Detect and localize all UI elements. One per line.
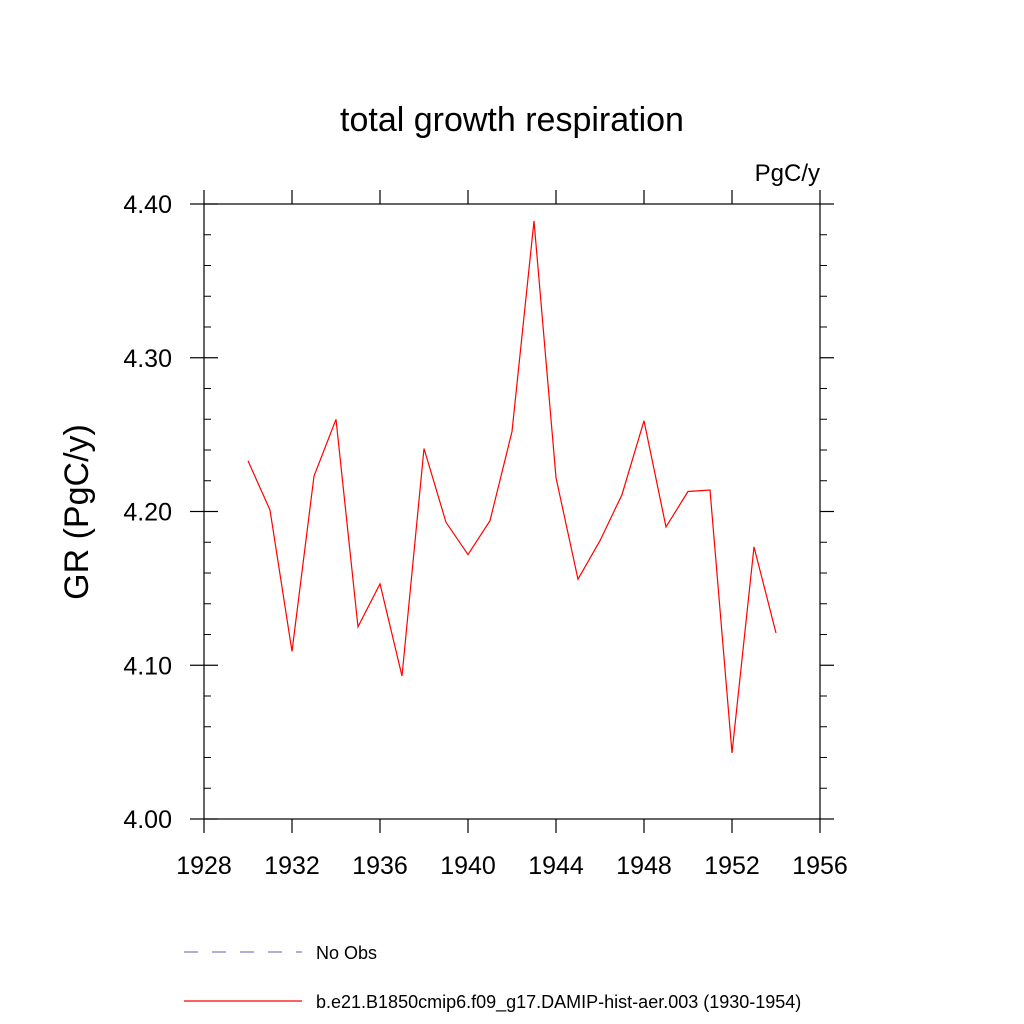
- x-tick-label: 1932: [264, 852, 320, 880]
- x-tick-label: 1948: [616, 852, 672, 880]
- x-tick-label: 1940: [440, 852, 496, 880]
- y-tick-label: 4.20: [123, 499, 172, 527]
- y-tick-label: 4.30: [123, 345, 172, 373]
- chart-title: total growth respiration: [340, 101, 684, 139]
- plot-frame: [203, 203, 821, 820]
- legend-label: b.e21.B1850cmip6.f09_g17.DAMIP-hist-aer.…: [316, 992, 801, 1013]
- x-tick-label: 1956: [792, 852, 848, 880]
- series-layer: [247, 220, 777, 753]
- y-tick-label: 4.00: [123, 806, 172, 834]
- y-tick-label: 4.40: [123, 191, 172, 219]
- tick-labels: 1928 1932 1936 1940 1944 1948 1952 1956 4.00 4.10…: [123, 191, 847, 880]
- legend: No Obs b.e21.B1850cmip6.f09_g17.DAMIP-his…: [184, 943, 801, 1013]
- y-axis-label: GR (PgC/y): [58, 424, 96, 600]
- x-tick-label: 1952: [704, 852, 760, 880]
- axis-ticks: [190, 190, 834, 833]
- y-tick-label: 4.10: [123, 652, 172, 680]
- legend-label: No Obs: [316, 943, 377, 963]
- series-line: [247, 220, 777, 753]
- units-label: PgC/y: [755, 160, 820, 187]
- plot-border: [203, 203, 821, 820]
- x-tick-label: 1928: [176, 852, 232, 880]
- x-tick-label: 1944: [528, 852, 584, 880]
- x-tick-label: 1936: [352, 852, 408, 880]
